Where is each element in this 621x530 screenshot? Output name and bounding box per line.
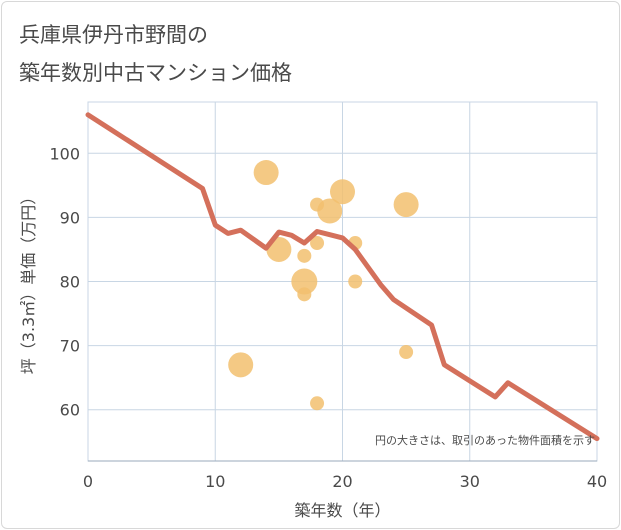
chart-title-line1: 兵庫県伊丹市野間の xyxy=(19,23,208,47)
bubble-point xyxy=(348,274,363,289)
bubble-point xyxy=(253,160,279,186)
x-axis-title: 築年数（年） xyxy=(294,501,390,520)
bubble-point xyxy=(297,287,312,302)
y-tick-label: 90 xyxy=(60,208,80,227)
chart-title-line2: 築年数別中古マンション価格 xyxy=(19,61,292,85)
bubble-point xyxy=(330,179,355,205)
x-tick-label: 40 xyxy=(587,472,607,491)
bubble-point xyxy=(228,352,254,378)
trend-line xyxy=(85,112,600,442)
bubble-point xyxy=(291,268,318,295)
y-axis-title: 坪（3.3㎡）単価（万円） xyxy=(19,189,38,374)
bubble-point xyxy=(393,192,419,218)
bubble-point xyxy=(399,345,414,360)
x-tick-label: 30 xyxy=(460,472,480,491)
bubble-point xyxy=(297,248,312,263)
y-tick-label: 100 xyxy=(49,144,80,163)
bubble-point xyxy=(310,236,325,251)
bubble-point xyxy=(310,396,325,411)
y-tick-label: 60 xyxy=(60,401,80,420)
x-tick-label: 20 xyxy=(332,472,352,491)
x-tick-label: 0 xyxy=(83,472,93,491)
x-tick-label: 10 xyxy=(205,472,225,491)
y-tick-label: 70 xyxy=(60,337,80,356)
bubble-point xyxy=(317,198,343,224)
size-note: 円の大きさは、取引のあった物件面積を示す xyxy=(375,433,595,447)
y-tick-label: 80 xyxy=(60,273,80,292)
